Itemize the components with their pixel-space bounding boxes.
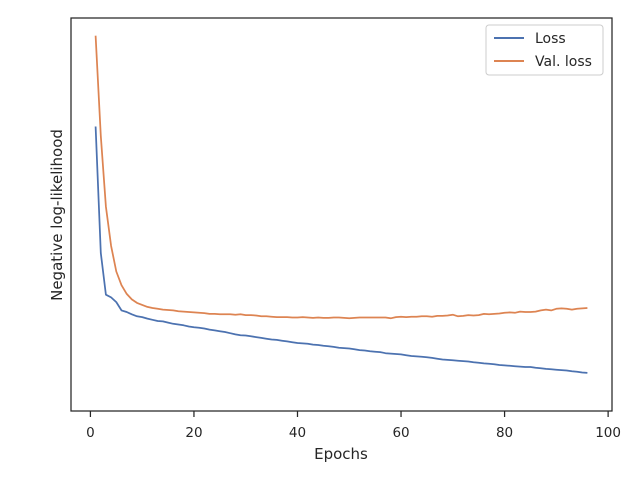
x-tick-label: 0 [86,425,95,441]
axes-background [71,18,612,411]
legend-label-val-loss: Val. loss [535,54,592,70]
x-tick-label: 40 [289,425,306,441]
plot-area [70,17,613,412]
x-tick-label: 80 [496,425,513,441]
series-layer [94,35,588,374]
x-tick-label: 100 [595,425,621,441]
series-line-val-loss [94,35,588,320]
legend: Loss Val. loss [485,24,604,76]
x-tick-label: 60 [392,425,409,441]
x-tick-label: 20 [185,425,202,441]
y-axis-title: Negative log-likelihood [48,129,66,301]
x-axis-ticks: 0 20 40 60 80 100 [86,411,621,441]
x-axis-title: Epochs [314,445,368,463]
axes-frame [70,17,613,412]
series-line-loss [94,126,588,374]
legend-label-loss: Loss [535,31,566,47]
